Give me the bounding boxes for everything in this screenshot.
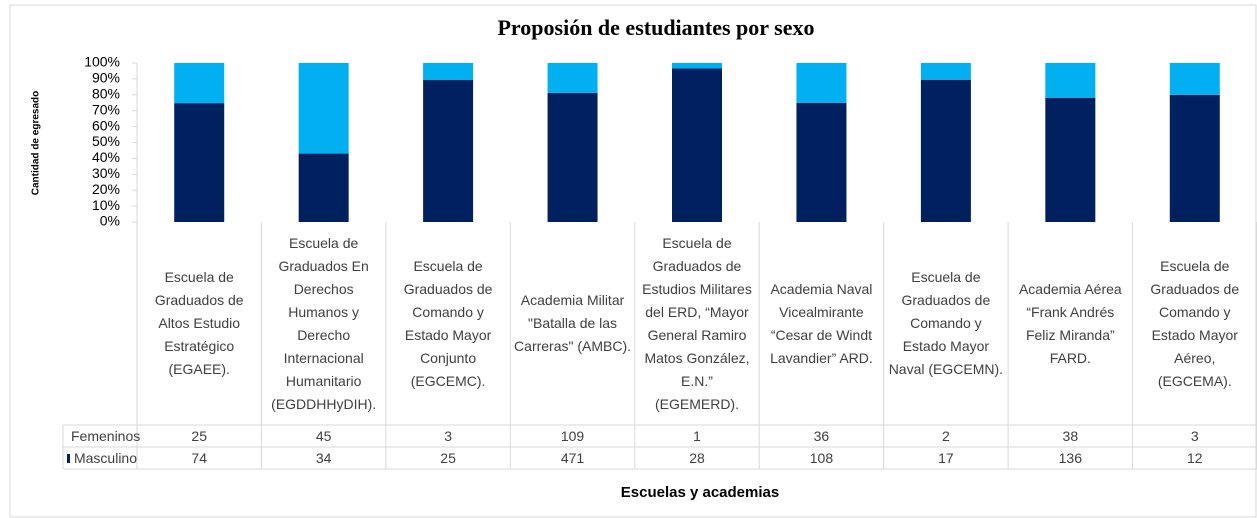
y-tick-label: 20%: [92, 181, 120, 197]
bar-segment: [423, 63, 474, 81]
bar-segment: [1045, 63, 1096, 98]
y-tick-label: 70%: [92, 101, 120, 117]
legend-label: Femeninos: [71, 428, 141, 444]
y-tick-label: 60%: [92, 117, 120, 133]
table-value: 74: [191, 450, 207, 466]
table-value: 2: [941, 428, 950, 444]
y-tick-label: 0%: [100, 213, 120, 229]
table-value: 25: [440, 450, 456, 466]
y-tick-label: 90%: [92, 70, 120, 86]
y-tick-label: 50%: [92, 133, 120, 149]
x-tick-label: Escuela de Graduados de Comando y Estado…: [403, 257, 493, 389]
legend-label: Masculino: [73, 450, 137, 466]
table-value: 1: [693, 428, 701, 444]
y-axis-title: Cantidad de egresado: [31, 91, 42, 195]
bar-segment: [920, 63, 971, 80]
bar-segment: [796, 102, 847, 222]
table-value: 36: [813, 428, 830, 444]
table-value: 17: [938, 450, 954, 466]
table-value: 3: [444, 428, 452, 444]
legend-entry: Masculino: [63, 447, 137, 469]
bar-segment: [672, 68, 722, 222]
chart-title: Proposión de estudiantes por sexo: [497, 15, 814, 40]
chart-border: [9, 4, 1257, 518]
table-value: 3: [1190, 428, 1199, 444]
table-value: 25: [191, 428, 207, 444]
bar-segment: [547, 92, 598, 222]
table-value: 34: [315, 450, 332, 466]
x-tick-label: Academia Militar "Batalla de las Carrera…: [514, 292, 632, 354]
x-tick-label: Academia Naval Vicealmirante “Cesar de W…: [770, 280, 873, 366]
bar-segment: [672, 63, 722, 69]
bar-segment: [547, 63, 598, 93]
bar-segment: [298, 63, 349, 154]
y-tick-label: 30%: [92, 165, 120, 181]
x-tick-label: Escuela de Graduados de Comando y Estado…: [1150, 257, 1240, 389]
x-axis-title: Escuelas y academias: [621, 484, 779, 501]
x-tick-label: Escuela de Graduados de Comando y Estado…: [888, 269, 1004, 377]
table-value: 28: [689, 450, 705, 466]
bar-segment: [423, 80, 474, 223]
x-tick-label: Academia Aérea “Frank Andrés Feliz Miran…: [1018, 280, 1122, 366]
table-value: 45: [315, 428, 332, 444]
table-value: 471: [560, 450, 585, 466]
table-value: 108: [809, 450, 834, 466]
x-tick-label: Escuela de Graduados de Altos Estudio Es…: [154, 269, 244, 377]
y-tick-label: 40%: [92, 149, 120, 165]
bar-segment: [1169, 63, 1220, 95]
legend-key: [67, 453, 70, 463]
legend-entry: Femeninos: [63, 425, 141, 447]
bar-segment: [1169, 94, 1220, 222]
table-value: 38: [1062, 428, 1079, 444]
bar-segment: [796, 63, 847, 103]
table-value: 12: [1186, 450, 1203, 466]
bar-segment: [174, 103, 225, 222]
y-tick-label: 80%: [92, 86, 120, 102]
bar-segment: [1045, 97, 1096, 222]
table-value: 136: [1058, 450, 1082, 466]
x-tick-label: Escuela de Graduados En Derechos Humanos…: [271, 234, 377, 412]
table-value: 109: [560, 428, 585, 444]
x-tick-label: Escuela de Graduados de Estudios Militar…: [642, 234, 752, 412]
bar-segment: [298, 153, 349, 222]
bar-segment: [174, 63, 225, 104]
bar-segment: [920, 79, 971, 222]
y-tick-label: 10%: [92, 197, 120, 213]
y-tick-label: 100%: [84, 54, 120, 70]
